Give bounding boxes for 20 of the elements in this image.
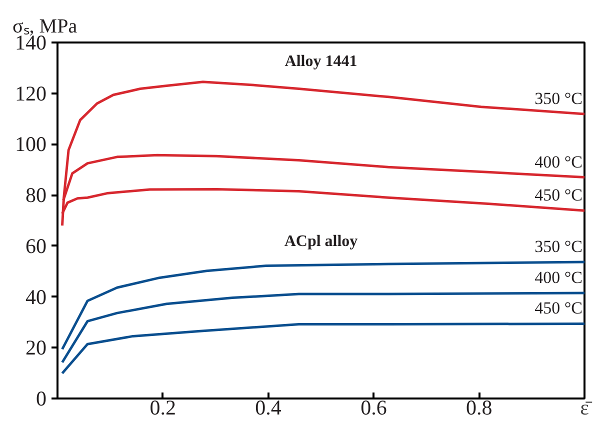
- x-tick-label: 0.2: [150, 396, 176, 420]
- annotation: ACpl alloy: [284, 232, 358, 250]
- y-tick-label: 80: [26, 183, 46, 208]
- series-label: 400 °C: [534, 152, 583, 172]
- series-label: 350 °C: [534, 236, 583, 256]
- x-tick-label: 0.8: [466, 396, 492, 420]
- y-tick-label: 120: [15, 81, 46, 106]
- x-axis-title: ε̄: [580, 396, 593, 420]
- y-tick-label: 40: [26, 284, 46, 309]
- y-tick-label: 100: [15, 132, 46, 156]
- x-tick-label: 0.6: [360, 396, 387, 420]
- y-tick-label: 0: [36, 386, 46, 410]
- y-tick-label: 60: [26, 234, 46, 258]
- series-label: 350 °C: [534, 88, 583, 108]
- annotation: Alloy 1441: [284, 52, 358, 70]
- series-label: 450 °C: [534, 298, 583, 318]
- series-label: 450 °C: [534, 186, 583, 205]
- x-tick-label: 0.4: [255, 396, 282, 420]
- series-label: 400 °C: [534, 268, 583, 287]
- y-tick-label: 20: [26, 336, 46, 360]
